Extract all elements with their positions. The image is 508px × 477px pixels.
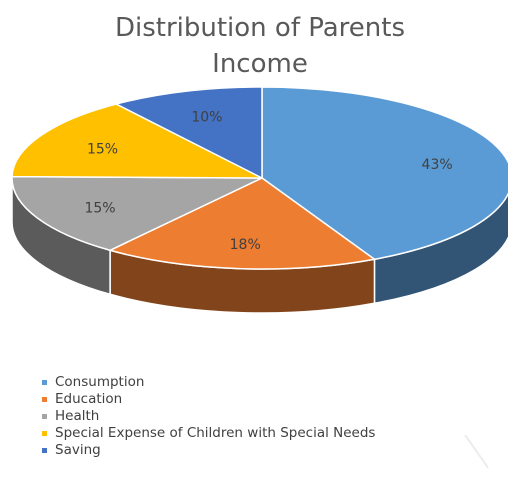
legend-label: Education: [55, 391, 123, 407]
pie-slices: [11, 86, 508, 270]
pie-slice-special-expense-of-children-with-special-needs: [11, 103, 263, 179]
pie-slice-saving: [114, 86, 263, 180]
legend-swatch: [42, 448, 47, 453]
legend-label: Saving: [55, 442, 101, 458]
legend-swatch: [42, 380, 47, 385]
pie-slice-health: [11, 175, 263, 252]
legend-entry-consumption: Consumption: [42, 374, 375, 391]
data-label-education: 18%: [230, 237, 261, 253]
pie-data-labels: 43% 18% 15% 15% 10%: [84, 110, 452, 254]
chart-title-line-1: Distribution of Parents: [114, 13, 406, 43]
legend-entry-health: Health: [42, 408, 375, 425]
pie-slice-consumption: [261, 86, 508, 261]
legend-entry-saving: Saving: [42, 442, 375, 459]
legend-entry-education: Education: [42, 391, 375, 408]
chart-title: Distribution of Parents Income: [0, 10, 508, 82]
pie-slice-education: [107, 177, 377, 270]
pie-sides: [11, 177, 508, 314]
data-label-consumption: 43%: [422, 157, 453, 173]
legend-entry-special-expense-of-children-with-special-needs: Special Expense of Children with Special…: [42, 425, 375, 442]
legend-swatch: [42, 397, 47, 402]
data-label-health: 15%: [84, 201, 115, 217]
legend-label: Consumption: [55, 374, 145, 390]
data-label-special-expense-of-children-with-special-needs: 15%: [87, 142, 118, 158]
data-label-saving: 10%: [191, 110, 222, 126]
legend-swatch: [42, 431, 47, 436]
legend-label: Special Expense of Children with Special…: [55, 425, 376, 441]
legend-label: Health: [55, 408, 100, 424]
chart-legend: Consumption Education Health Special Expens…: [42, 374, 375, 459]
chart-title-line-2: Income: [212, 49, 308, 79]
legend-swatch: [42, 414, 47, 419]
